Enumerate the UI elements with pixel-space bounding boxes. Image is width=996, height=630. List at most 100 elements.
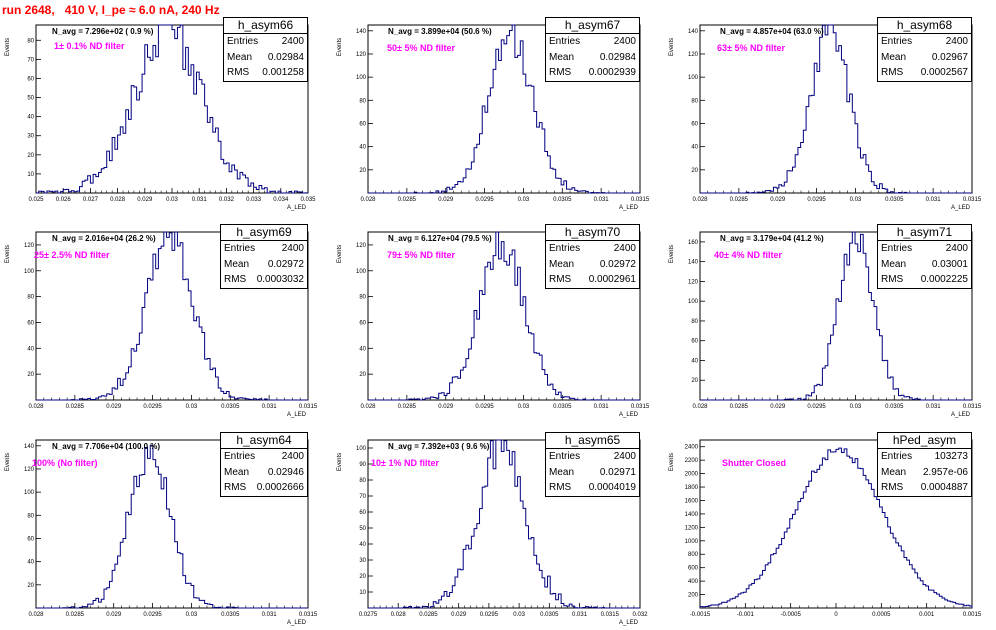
y-axis-title: Events — [337, 453, 343, 471]
stats-value: 0.03001 — [931, 258, 968, 270]
x-axis-title: A_LED — [287, 620, 307, 626]
x-tick-label: 0.028 — [692, 197, 708, 203]
y-tick-label: 20 — [359, 574, 366, 580]
y-tick-label: 70 — [359, 494, 366, 500]
stats-row-rms: RMS 0.0002961 — [546, 272, 639, 288]
x-tick-label: 0.0295 — [480, 612, 499, 618]
y-tick-label: 80 — [691, 98, 698, 104]
x-tick-label: 0.028 — [692, 404, 708, 410]
y-tick-label: 400 — [688, 579, 699, 585]
y-tick-label: 80 — [359, 295, 366, 301]
x-tick-label: 0.0305 — [553, 197, 572, 203]
stats-row-rms: RMS 0.0002225 — [878, 272, 971, 288]
stats-row-rms: RMS 0.0002666 — [221, 480, 307, 496]
x-axis-title: A_LED — [619, 412, 639, 418]
y-tick-label: 120 — [24, 243, 35, 249]
histogram-panel-h_asym66: 0.025 0.026 0.027 0.028 0.029 0.03 0.031 0.032 0… — [0, 15, 320, 215]
stats-label: RMS — [881, 482, 904, 493]
x-tick-label: 0.028 — [360, 404, 376, 410]
plot-frame — [367, 439, 641, 609]
y-tick-label: 10 — [359, 590, 366, 596]
stats-row-mean: Mean 0.02972 — [546, 257, 639, 273]
y-axis-title: Events — [337, 245, 343, 263]
stats-row-rms: RMS 0.0002939 — [546, 65, 639, 81]
stats-value: 2400 — [945, 36, 968, 47]
y-tick-label: 140 — [356, 29, 367, 35]
stats-value: 0.0002225 — [920, 274, 968, 285]
y-tick-label: 30 — [359, 558, 366, 564]
stats-value: 0.0003032 — [256, 274, 304, 285]
filter-label: 79± 5% ND filter — [387, 250, 455, 260]
histogram-line — [700, 24, 972, 194]
n-avg-label: N_avg = 7.296e+02 ( 0.9 %) — [52, 27, 154, 36]
stats-row-mean: Mean 0.02972 — [221, 257, 307, 273]
y-tick-label: 90 — [359, 462, 366, 468]
stats-row-entries: Entries 2400 — [546, 449, 639, 465]
x-tick-label: 0.03 — [513, 612, 525, 618]
stats-row-entries: Entries 103273 — [878, 449, 971, 465]
stats-box: h_asym65 Entries 2400 Mean 0.02971 RMS 0.00040… — [545, 432, 640, 497]
stats-row-mean: Mean 2.957e-06 — [878, 465, 971, 481]
histogram-panel-h_asym69: 0.028 0.0285 0.029 0.0295 0.03 0.0305 0.031 0.0… — [0, 222, 320, 422]
x-tick-label: 0.028 — [28, 404, 44, 410]
x-tick-label: 0.03 — [166, 197, 178, 203]
filter-label: 25± 2.5% ND filter — [34, 250, 110, 260]
stats-value: 2400 — [613, 36, 636, 47]
x-tick-label: 0 — [834, 612, 838, 618]
histogram-line — [699, 447, 973, 608]
histogram-panel-h_asym70: 0.028 0.0285 0.029 0.0295 0.03 0.0305 0.031 0.0… — [332, 222, 652, 422]
y-tick-label: 160 — [688, 240, 699, 246]
y-tick-label: 80 — [27, 295, 34, 301]
histogram-panel-h_asym71: 0.028 0.0285 0.029 0.0295 0.03 0.0305 0.031 0.0… — [664, 222, 984, 422]
y-tick-label: 100 — [356, 75, 367, 81]
stats-row-entries: Entries 2400 — [878, 241, 971, 257]
y-tick-label: 140 — [24, 444, 35, 450]
stats-row-mean: Mean 0.02984 — [224, 50, 307, 66]
histogram-panel-hPed_asym: -0.0015 -0.001 -0.0005 0 0.0005 0.001 0.0015 20… — [664, 430, 984, 630]
x-tick-label: 0.0295 — [475, 197, 494, 203]
histogram-plot: 0.028 0.0285 0.029 0.0295 0.03 0.0305 0.031 0.0… — [669, 231, 982, 418]
stats-label: RMS — [224, 274, 247, 285]
stats-box: h_asym68 Entries 2400 Mean 0.02967 RMS 0.00025… — [877, 17, 972, 82]
x-tick-label: 0.0315 — [299, 404, 318, 410]
stats-label: Entries — [549, 36, 581, 47]
stats-box: h_asym71 Entries 2400 Mean 0.03001 RMS 0.00022… — [877, 224, 972, 289]
x-tick-label: 0.0295 — [807, 404, 826, 410]
histogram-line — [368, 231, 640, 401]
x-tick-label: 0.03 — [518, 197, 530, 203]
n-avg-label: N_avg = 6.127e+04 (79.5 %) — [388, 234, 492, 243]
y-tick-label: 40 — [27, 346, 34, 352]
x-tick-label: 0.0285 — [730, 404, 749, 410]
stats-value: 2400 — [613, 451, 636, 462]
x-tick-label: 0.028 — [28, 612, 44, 618]
stats-label: Entries — [881, 451, 913, 462]
y-tick-label: 50 — [359, 526, 366, 532]
x-tick-label: 0.031 — [926, 197, 942, 203]
x-axis-title: A_LED — [951, 205, 971, 211]
x-tick-label: 0.03 — [186, 404, 198, 410]
x-tick-label: 0.0285 — [66, 612, 85, 618]
y-tick-label: 20 — [359, 168, 366, 174]
stats-value: 0.02972 — [599, 258, 636, 270]
y-tick-label: 20 — [691, 168, 698, 174]
histogram-title: h_asym67 — [546, 18, 639, 34]
filter-label: 50± 5% ND filter — [387, 43, 455, 53]
plot-frame — [35, 231, 309, 401]
y-tick-label: 50 — [27, 96, 34, 102]
histogram-title: h_asym64 — [221, 433, 307, 449]
plot-frame — [699, 231, 973, 401]
y-axis-title: Events — [669, 245, 675, 263]
y-tick-label: 30 — [27, 134, 34, 140]
x-tick-label: 0.031 — [262, 612, 278, 618]
x-tick-label: -0.0015 — [690, 612, 711, 618]
stats-box: h_asym70 Entries 2400 Mean 0.02972 RMS 0.00029… — [545, 224, 640, 289]
y-tick-label: 60 — [691, 121, 698, 127]
y-tick-label: 600 — [688, 566, 699, 572]
x-tick-label: 0.0315 — [631, 197, 650, 203]
x-tick-label: 0.0285 — [730, 197, 749, 203]
histogram-line — [36, 445, 308, 609]
stats-row-rms: RMS 0.0002567 — [878, 65, 971, 81]
plot-frame — [699, 24, 973, 194]
stats-value: 2.957e-06 — [922, 466, 968, 478]
stats-label: Mean — [549, 466, 575, 478]
